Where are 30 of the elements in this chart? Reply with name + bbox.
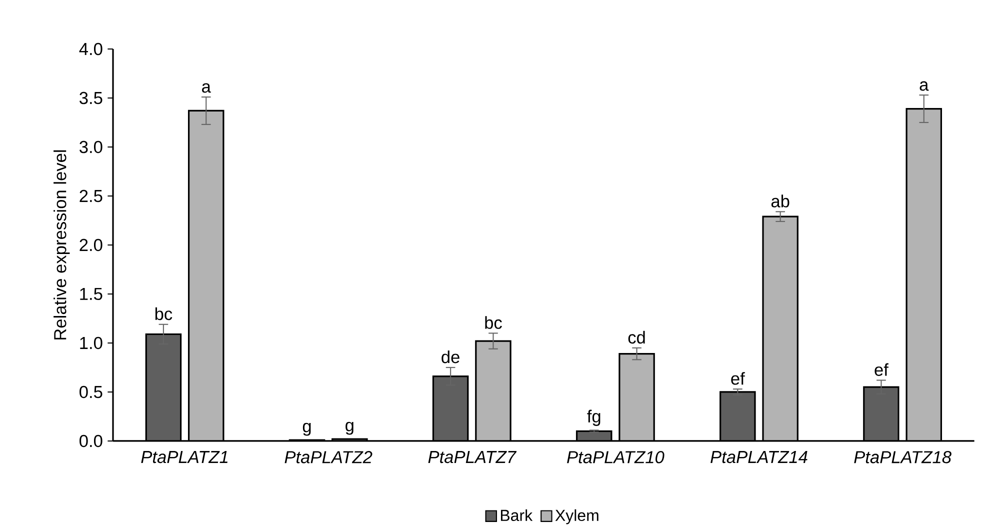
annotation: ef xyxy=(874,363,888,376)
annotation: ef xyxy=(731,372,745,385)
y-tick-label: 2.0 xyxy=(80,238,102,252)
annotation: a xyxy=(202,83,211,93)
y-tick-label: 1.0 xyxy=(80,336,102,350)
annotation: g xyxy=(346,422,354,435)
annotation: bc xyxy=(485,316,502,329)
y-tick-label: 0.0 xyxy=(80,434,102,448)
legend-label: Xylem xyxy=(555,509,598,524)
y-axis-title: Relative expression level xyxy=(54,150,70,340)
y-tick-label: 2.5 xyxy=(80,190,102,202)
annotation: fg xyxy=(587,410,600,426)
y-tick-label: 3.5 xyxy=(80,92,102,104)
x-tick-label: PtaPLATZ2 xyxy=(284,451,372,464)
x-tick-label: PtaPLATZ18 xyxy=(854,451,952,464)
x-tick-label: PtaPLATZ14 xyxy=(710,451,808,464)
y-tick-label: 1.5 xyxy=(80,288,102,300)
annotation: g xyxy=(302,422,311,436)
y-tick-label: 4.0 xyxy=(79,42,102,56)
annotation: bc xyxy=(155,307,172,320)
y-tick-label: 0.5 xyxy=(80,386,102,398)
x-tick-label: PtaPLATZ7 xyxy=(428,451,517,464)
annotation: de xyxy=(442,350,460,364)
legend-label: Bark xyxy=(500,509,533,522)
annotation: a xyxy=(920,81,929,91)
x-tick-label: PtaPLATZ10 xyxy=(567,451,664,464)
annotation: cd xyxy=(628,330,645,344)
x-tick-label: PtaPLATZ1 xyxy=(141,451,228,464)
annotation: ab xyxy=(771,194,790,208)
y-tick-label: 3.0 xyxy=(80,140,102,154)
